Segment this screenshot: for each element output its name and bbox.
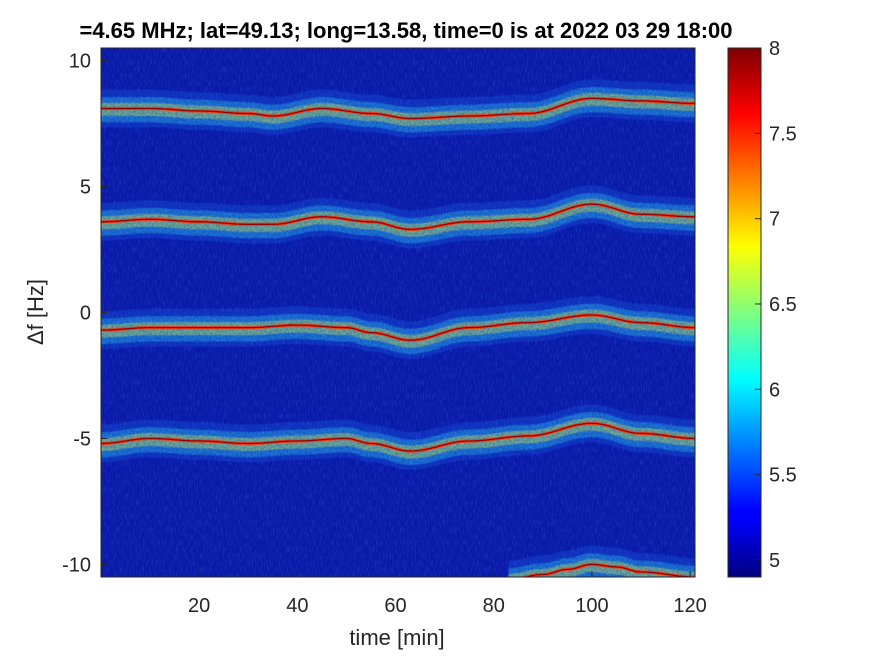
x-tick-label-3: 80	[483, 595, 505, 617]
y-tick-label-1: -5	[73, 428, 91, 450]
trace-band-0	[101, 92, 695, 127]
colorbar-tick-label-6: 8	[769, 38, 780, 60]
x-tick-label-2: 60	[384, 595, 406, 617]
trace-core-0	[101, 97, 695, 120]
colorbar: 5 5.5 6 6.5 7 7.5 8	[727, 38, 797, 578]
y-tick-label-3: 5	[80, 177, 91, 199]
colorbar-gradient	[728, 48, 761, 577]
colorbar-tick-label-0: 5	[769, 550, 780, 572]
x-tick-label-4: 100	[575, 595, 608, 617]
colorbar-tick-label-2: 6	[769, 379, 780, 401]
colorbar-ticks: 5 5.5 6 6.5 7 7.5 8	[755, 38, 797, 572]
x-axis-label: time [min]	[349, 625, 444, 650]
y-tick-label-2: 0	[80, 303, 91, 325]
x-tick-label-0: 20	[188, 595, 210, 617]
y-tick-label-0: -10	[62, 554, 91, 576]
colorbar-tick-label-3: 6.5	[769, 294, 797, 316]
y-axis-label: Δf [Hz]	[23, 279, 48, 345]
trace-core-2	[101, 314, 695, 341]
x-tick-label-5: 120	[673, 595, 706, 617]
chart-title: =4.65 MHz; lat=49.13; long=13.58, time=0…	[79, 18, 732, 43]
y-tick-label-4: 10	[69, 51, 91, 73]
trace-band-2	[101, 309, 695, 348]
colorbar-tick-label-4: 7	[769, 209, 780, 231]
colorbar-frame	[727, 47, 762, 578]
colorbar-tick-label-1: 5.5	[769, 465, 797, 487]
trace-band-1	[101, 198, 695, 237]
trace-core-1	[101, 203, 695, 231]
colorbar-tick-label-5: 7.5	[769, 123, 797, 145]
y-axis: -10 -5 0 5 10	[62, 51, 107, 576]
trace-core-4	[522, 563, 695, 577]
trace-halo-3	[101, 412, 695, 465]
x-axis: 20 40 60 80 100 120	[188, 571, 707, 617]
trace-core-3	[101, 422, 695, 452]
x-tick-label-1: 40	[286, 595, 308, 617]
trace-layer	[101, 79, 695, 577]
plot-area: 20 40 60 80 100 120 -10 -5 0 5 10	[62, 47, 707, 617]
trace-band-3	[101, 417, 695, 459]
